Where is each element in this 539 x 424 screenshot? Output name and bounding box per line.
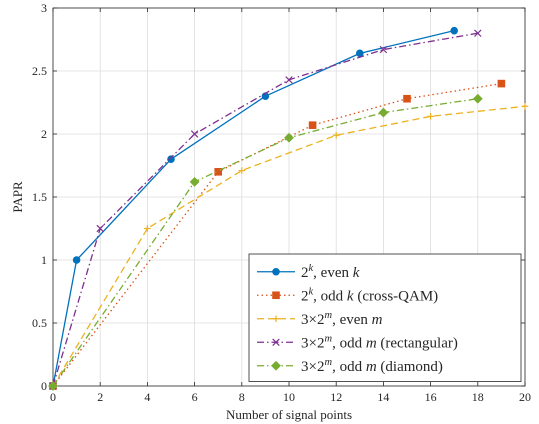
data-point (144, 225, 151, 232)
series-line (52, 82, 502, 387)
x-tick-label: 10 (283, 390, 295, 404)
legend-label: 2k, even k (301, 263, 360, 281)
x-tick-label: 16 (425, 390, 437, 404)
data-point (427, 113, 434, 120)
series-5 (48, 93, 483, 391)
series-line (52, 32, 478, 387)
y-tick-label: 3 (41, 1, 47, 15)
data-point (48, 381, 58, 391)
legend-box (248, 253, 522, 382)
y-axis-label: PAPR (10, 181, 25, 213)
legend-marker (272, 315, 280, 323)
data-point (403, 94, 411, 103)
legend-label: 3×2m, odd m (rectangular) (301, 333, 458, 351)
x-tick-label: 20 (519, 390, 531, 404)
data-point (521, 102, 529, 110)
x-tick-label: 18 (472, 390, 484, 404)
x-tick-label: 14 (377, 390, 389, 404)
y-tick-label: 1.5 (32, 190, 47, 204)
data-point (474, 29, 482, 37)
data-point (379, 45, 388, 54)
legend-item-1: 2k, even k (257, 263, 360, 281)
legend-item-5: 3×2m, odd m (diamond) (257, 357, 443, 375)
x-tick-label: 0 (50, 390, 56, 404)
data-point (189, 176, 200, 187)
legend-marker (272, 267, 280, 276)
x-axis-label: Number of signal points (226, 407, 352, 422)
data-point (378, 107, 389, 118)
data-point (72, 256, 81, 264)
data-point (472, 93, 483, 104)
data-point (356, 49, 364, 58)
legend-marker (272, 291, 280, 300)
y-tick-label: 1 (41, 253, 47, 267)
x-tick-label: 6 (192, 390, 198, 404)
x-tick-label: 8 (239, 390, 245, 404)
legend-marker (271, 360, 281, 371)
legend: 2k, even k 2k, odd k (cross-QAM) 3×2m, eve… (248, 253, 522, 382)
x-tick-label: 4 (144, 390, 150, 404)
legend-item-2: 2k, odd k (cross-QAM) (257, 286, 438, 304)
y-tick-label: 0.5 (32, 316, 47, 330)
data-point (285, 76, 293, 84)
data-point (96, 224, 104, 233)
data-point (284, 132, 294, 143)
legend-marker (272, 338, 280, 346)
legend-label: 3×2m, even m (301, 310, 383, 328)
data-point (167, 155, 175, 163)
y-tick-label: 2.5 (32, 64, 47, 78)
x-tick-label: 2 (97, 390, 103, 404)
y-tick-label: 0 (41, 379, 47, 393)
data-point (332, 131, 340, 139)
series-line (52, 105, 526, 387)
series-3 (49, 102, 529, 390)
data-point (497, 79, 506, 88)
y-tick-label: 2 (41, 127, 47, 141)
legend-item-4: 3×2m, odd m (rectangular) (257, 333, 458, 351)
series-line (52, 30, 455, 387)
data-point (190, 130, 199, 138)
legend-label: 2k, odd k (cross-QAM) (301, 286, 438, 304)
series-layer (48, 26, 529, 391)
legend-item-3: 3×2m, even m (257, 310, 383, 328)
legend-label: 3×2m, odd m (diamond) (301, 357, 443, 375)
series-1 (49, 26, 459, 390)
data-point (308, 121, 317, 129)
data-point (450, 26, 459, 35)
x-tick-label: 12 (330, 390, 342, 404)
data-point (238, 167, 246, 174)
